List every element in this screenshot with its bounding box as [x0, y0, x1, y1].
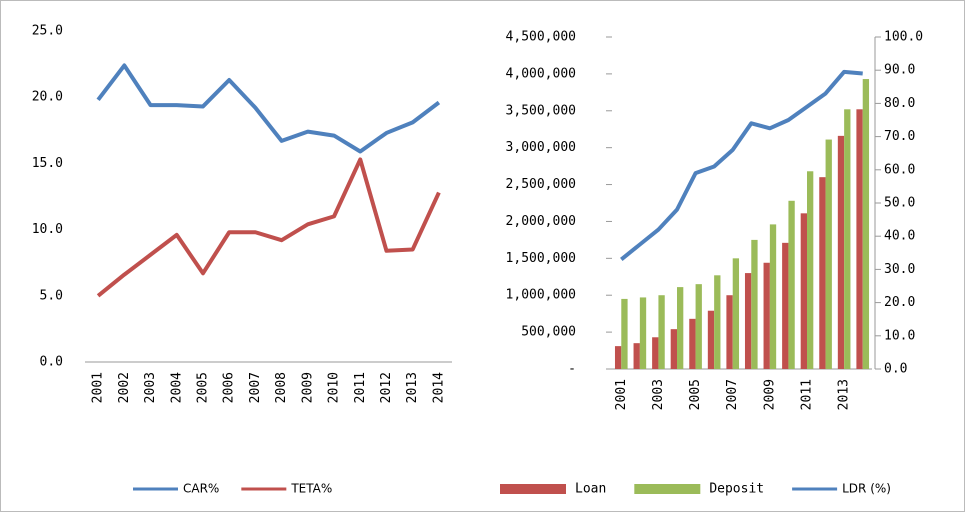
- x-tick-label: 2011: [800, 379, 815, 410]
- bar: [837, 135, 845, 369]
- bar: [714, 275, 721, 369]
- y2-tick-label: 0.0: [884, 362, 907, 377]
- y-tick-label: 10.0: [32, 222, 63, 237]
- y-tick-label: 2,500,000: [506, 177, 576, 192]
- y-tick-label: -: [568, 362, 576, 377]
- bar: [689, 318, 696, 369]
- legend-label: LDR (%): [842, 482, 891, 496]
- x-tick-label: 2009: [762, 379, 777, 410]
- bar: [751, 239, 758, 369]
- y-tick-label: 3,500,000: [506, 103, 576, 118]
- bar: [862, 79, 870, 369]
- bar: [800, 213, 807, 369]
- x-tick-label: 2003: [143, 372, 158, 403]
- x-tick-label: 2004: [169, 372, 184, 403]
- bar: [707, 310, 715, 369]
- y2-tick-label: 90.0: [884, 63, 915, 78]
- y2-tick-label: 30.0: [884, 262, 915, 277]
- y-tick-label: 500,000: [521, 325, 576, 340]
- x-tick-label: 2001: [614, 379, 629, 410]
- y2-tick-label: 40.0: [884, 229, 915, 244]
- y-tick-label: 1,000,000: [506, 288, 576, 303]
- x-tick-label: 2009: [300, 372, 315, 403]
- bar: [677, 287, 684, 369]
- legend-label: Deposit: [709, 482, 764, 497]
- y-tick-label: 0.0: [40, 355, 63, 370]
- x-tick-label: 2001: [91, 372, 106, 403]
- y-tick-label: 4,500,000: [506, 30, 576, 45]
- bar: [825, 139, 832, 369]
- bar: [652, 337, 659, 369]
- bar: [782, 242, 789, 369]
- y2-tick-label: 70.0: [884, 129, 915, 144]
- bar: [788, 200, 795, 369]
- x-tick-label: 2006: [222, 372, 237, 403]
- y-tick-label: 3,000,000: [506, 140, 576, 155]
- bar: [769, 224, 777, 369]
- y2-tick-label: 100.0: [884, 30, 923, 45]
- y2-tick-label: 50.0: [884, 196, 915, 211]
- line: [96, 157, 441, 298]
- bar: [844, 109, 851, 370]
- x-tick-label: 2007: [725, 379, 740, 410]
- y-tick-label: 5.0: [40, 288, 63, 303]
- bar: [670, 329, 677, 369]
- x-tick-label: 2002: [117, 372, 132, 403]
- y-tick-label: 15.0: [32, 156, 63, 171]
- legend-label: TETA%: [290, 482, 332, 496]
- y-tick-label: 1,500,000: [506, 251, 576, 266]
- legend-swatch: [500, 484, 566, 494]
- y-tick-label: 4,000,000: [506, 66, 576, 81]
- bar: [614, 346, 622, 369]
- x-tick-label: 2008: [274, 372, 289, 403]
- bar: [658, 295, 665, 369]
- bar: [732, 258, 740, 369]
- y-tick-label: 20.0: [32, 90, 63, 105]
- line: [96, 63, 441, 154]
- y2-tick-label: 60.0: [884, 162, 915, 177]
- x-tick-label: 2011: [353, 372, 368, 403]
- bar: [807, 171, 814, 369]
- bar: [819, 177, 826, 369]
- x-tick-label: 2007: [248, 372, 263, 403]
- x-tick-label: 2014: [431, 372, 446, 403]
- y2-tick-label: 10.0: [884, 328, 915, 343]
- bar: [763, 262, 770, 369]
- bar: [695, 284, 702, 369]
- y2-tick-label: 20.0: [884, 295, 915, 310]
- bar: [744, 273, 752, 369]
- x-tick-label: 2010: [327, 372, 342, 403]
- y-tick-label: 25.0: [32, 24, 63, 39]
- legend-label: Loan: [575, 482, 606, 497]
- x-tick-label: 2003: [651, 379, 666, 410]
- bar: [633, 343, 640, 369]
- x-tick-label: 2013: [405, 372, 420, 403]
- bar: [621, 298, 628, 369]
- legend-label: CAR%: [183, 482, 219, 496]
- legend-swatch: [634, 484, 701, 494]
- bar: [726, 295, 733, 369]
- y2-tick-label: 80.0: [884, 96, 915, 111]
- y-tick-label: 2,000,000: [506, 214, 576, 229]
- x-tick-label: 2005: [195, 372, 210, 403]
- bar: [856, 109, 863, 370]
- x-tick-label: 2005: [688, 379, 703, 410]
- bar: [639, 297, 647, 369]
- x-tick-label: 2012: [379, 372, 394, 403]
- line: [620, 69, 863, 261]
- x-tick-label: 2013: [837, 379, 852, 410]
